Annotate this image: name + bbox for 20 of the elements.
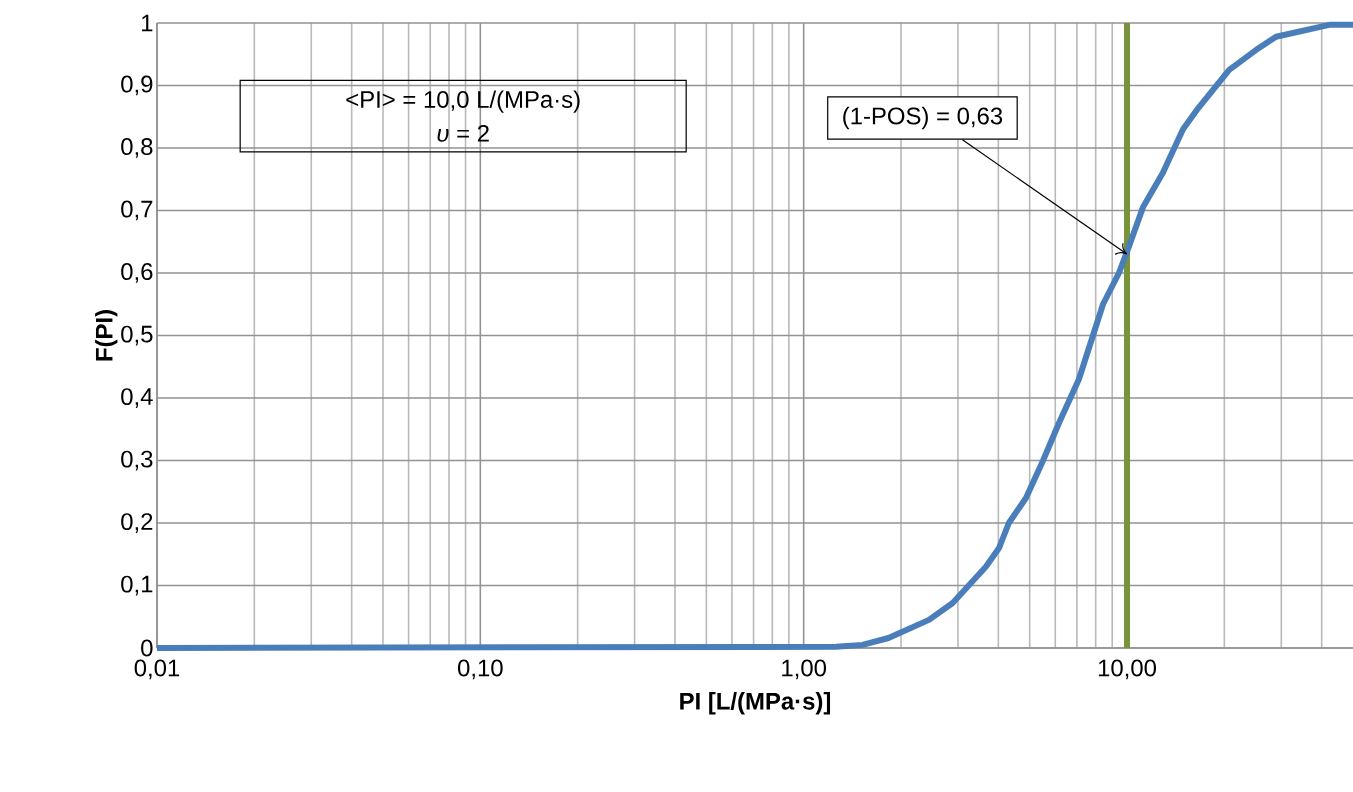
x-tick-label: 0,10 [458, 659, 503, 680]
x-tick-label: 1,00 [782, 659, 826, 680]
y-tick-label: 0,4 [121, 388, 153, 408]
x-tick-label: 10,00 [1098, 659, 1156, 680]
y-tick-label: 0,8 [121, 138, 153, 158]
x-axis-title: PI [L/(MPa·s)] [680, 692, 831, 715]
y-tick-label: 0,6 [121, 263, 153, 283]
annotation: (1-POS) = 0,63 [843, 106, 1003, 130]
y-tick-label: 0,2 [121, 513, 153, 533]
annotation: υ = 2 [437, 124, 489, 142]
y-tick-label: 0 [141, 639, 153, 657]
annotation: <PI> = 10,0 L/(MPa·s) [346, 90, 580, 113]
y-tick-label: 0,1 [121, 575, 153, 596]
y-tick-label: 0,7 [121, 200, 153, 221]
x-tick-label: 0,01 [134, 659, 180, 680]
y-tick-label: 1 [142, 14, 153, 32]
y-tick-label: 0,9 [121, 75, 153, 96]
y-axis-title: F(PI) [95, 310, 118, 361]
y-tick-label: 0,5 [121, 325, 153, 346]
y-tick-label: 0,3 [121, 450, 153, 471]
